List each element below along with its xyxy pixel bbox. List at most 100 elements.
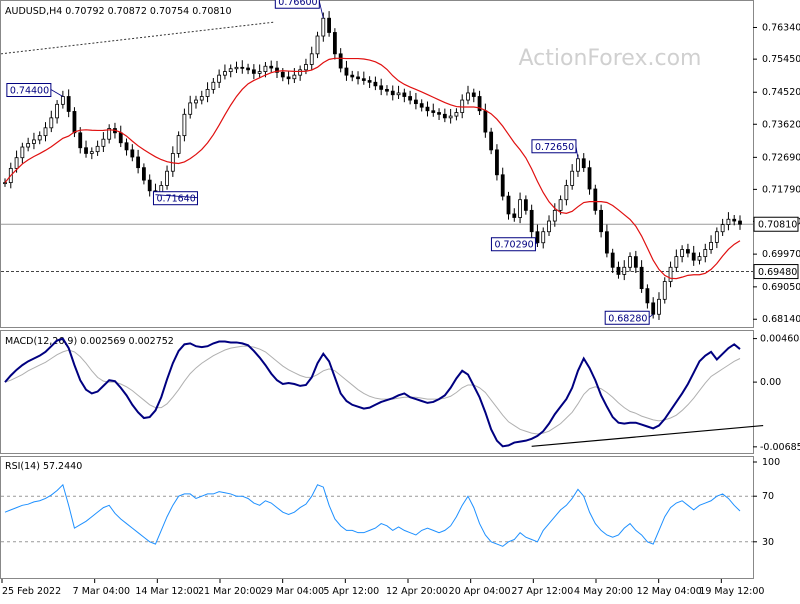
candle-body: [431, 110, 436, 113]
price-tick-label: 0.69970: [762, 249, 800, 260]
x-tick-label: 4 May 20:00: [574, 586, 633, 597]
rsi-line: [4, 483, 741, 547]
price-tick-label: 0.73620: [762, 119, 800, 130]
price-tick-label: 0.68140: [762, 314, 800, 325]
candle-body: [616, 266, 621, 275]
candle-body: [552, 209, 557, 222]
candle-body: [124, 142, 129, 151]
price-label-leader: [155, 194, 198, 199]
candle-body: [477, 96, 482, 112]
candle-body: [26, 143, 31, 148]
price-label-leader: [50, 89, 64, 97]
macd-tick-label: 0.004608: [760, 334, 800, 345]
price-label: 0.70290: [494, 240, 533, 251]
price-label-box: [490, 237, 536, 252]
candle-body: [211, 81, 216, 90]
candle-body: [361, 78, 366, 81]
candle-body: [136, 156, 141, 169]
candle-body: [547, 220, 551, 233]
support-tag: 0.69480: [758, 267, 797, 278]
candle-body: [72, 111, 77, 134]
price-grid: [0, 21, 753, 273]
x-tick-label: 7 Mar 04:00: [73, 586, 130, 597]
x-tick-label: 19 May 12:00: [699, 586, 764, 597]
price-label-leader: [535, 242, 538, 245]
price-tick-label: 0.74520: [762, 87, 800, 98]
candle-body: [332, 32, 337, 55]
resistance-trendline: [0, 21, 274, 55]
candle-body: [14, 157, 19, 169]
price-label: 0.74400: [10, 86, 49, 97]
candle-body: [107, 128, 112, 140]
x-axis: 25 Feb 2022 7 Mar 04:00 14 Mar 12:00 21 Mar…: [1, 579, 764, 597]
candle-body: [60, 96, 65, 105]
price-label-leader: [575, 145, 579, 159]
candle-body: [506, 195, 511, 215]
rsi-grid: [1, 495, 753, 543]
candle-body: [668, 266, 673, 282]
rsi-axis-ticks: 100 70 30: [753, 457, 780, 548]
price-tick-label: 0.75450: [762, 54, 800, 65]
price-axis-ticks: 0.76340 0.75450 0.74520 0.73620 0.72690 0.717…: [753, 22, 800, 325]
candle-body: [703, 249, 708, 258]
candle-body: [315, 35, 320, 55]
candle-body: [338, 53, 343, 69]
candle-body: [454, 112, 459, 117]
macd-tick-label: 0.00: [760, 377, 781, 388]
x-tick-label: 12 Apr 20:00: [386, 586, 448, 597]
candle-body: [419, 103, 424, 108]
x-tick-label: 21 Mar 20:00: [198, 586, 261, 597]
candle-body: [500, 174, 505, 197]
rsi-panel-frame: [0, 456, 754, 579]
candlesticks: [3, 11, 742, 320]
candle-body: [489, 131, 494, 151]
candle-body: [292, 74, 297, 80]
candle-body: [385, 88, 389, 92]
candle-body: [257, 71, 262, 74]
candle-body: [390, 90, 395, 96]
candle-body: [49, 117, 54, 129]
price-annotations: 0.76600 0.74400 0.71640 0.72650 0.70290 0.682…: [6, 0, 654, 325]
candle-body: [512, 213, 517, 218]
candle-body: [674, 256, 679, 268]
candle-body: [535, 231, 540, 244]
candle-body: [593, 188, 598, 211]
candle-body: [379, 85, 384, 90]
candle-body: [223, 71, 227, 76]
x-tick-label: 20 Apr 04:00: [449, 586, 511, 597]
price-label-box: [604, 310, 650, 325]
price-title: AUDUSD,H4 0.70792 0.70872 0.70754 0.7081…: [5, 6, 232, 17]
candle-body: [518, 199, 522, 218]
candle-body: [43, 127, 48, 137]
candle-body: [523, 199, 528, 211]
candle-body: [541, 231, 546, 244]
x-tick-label: 29 Mar 04:00: [261, 586, 324, 597]
candle-body: [309, 53, 314, 65]
price-label-leader: [318, 1, 324, 19]
candle-body: [275, 67, 279, 73]
candle-body: [396, 92, 401, 96]
candle-body: [217, 74, 222, 83]
candle-body: [176, 135, 181, 154]
rsi-tick-label: 70: [762, 491, 774, 502]
candle-body: [529, 209, 534, 233]
watermark: ActionForex.com: [519, 46, 702, 71]
candle-body: [570, 170, 575, 186]
macd-title: MACD(12,26,9) 0.002569 0.002752: [5, 336, 174, 347]
price-tick-label: 0.72690: [762, 152, 800, 163]
candle-body: [639, 266, 644, 290]
candle-body: [89, 151, 94, 154]
price-label: 0.68280: [608, 313, 647, 324]
candle-body: [141, 167, 146, 181]
candle-body: [367, 80, 372, 83]
candle-body: [471, 92, 476, 97]
moving-average-path: [4, 57, 741, 280]
candle-body: [55, 103, 59, 119]
candle-body: [460, 99, 465, 113]
candle-body: [194, 99, 198, 104]
x-tick-label: 14 Mar 12:00: [135, 586, 198, 597]
candle-body: [37, 135, 42, 141]
price-label-leader: [648, 313, 654, 318]
candle-body: [726, 218, 731, 225]
